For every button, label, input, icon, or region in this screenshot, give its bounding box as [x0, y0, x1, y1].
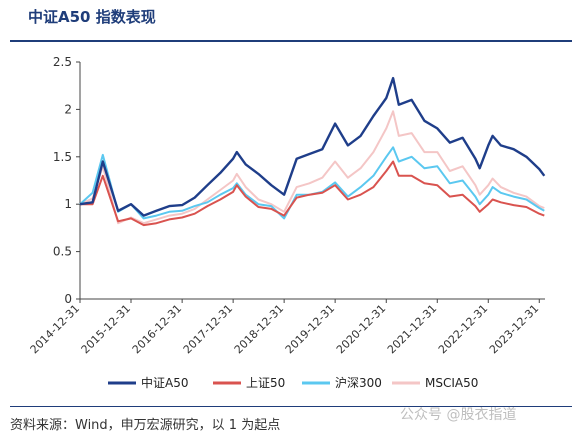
y-tick-label: 1	[64, 197, 72, 211]
y-tick-label: 2	[64, 102, 72, 116]
y-tick-label: 0.5	[53, 245, 72, 259]
series-line-0	[79, 76, 546, 217]
y-tick-label: 1.5	[53, 150, 72, 164]
x-tick-label: 2021-12-31	[385, 302, 439, 356]
x-tick-label: 2020-12-31	[334, 302, 388, 356]
y-tick-label: 2.5	[53, 55, 72, 69]
title-divider	[10, 40, 572, 42]
x-tick-label: 2022-12-31	[436, 302, 490, 356]
source-note: 资料来源：Wind，申万宏源研究，以 1 为起点	[10, 418, 281, 433]
series-line-1	[80, 160, 545, 227]
series-line-2	[79, 146, 545, 220]
legend-label: 上证50	[246, 376, 285, 390]
series-line-3	[79, 110, 545, 225]
chart-legend: 中证A50 上证50 沪深300 MSCIA50	[108, 375, 478, 390]
legend-label: MSCIA50	[425, 376, 478, 390]
x-tick-label: 2023-12-31	[487, 302, 541, 356]
x-tick-label: 2019-12-31	[283, 302, 337, 356]
x-tick-label: 2018-12-31	[232, 302, 286, 356]
chart-title: 中证A50 指数表现	[28, 8, 156, 26]
legend-label: 中证A50	[141, 375, 188, 390]
watermark: 公众号 @股衣指道	[400, 407, 517, 423]
x-tick-label: 2016-12-31	[130, 302, 184, 356]
x-tick-label: 2014-12-31	[28, 302, 82, 356]
y-tick-label: 0	[64, 292, 72, 306]
x-tick-label: 2015-12-31	[79, 302, 133, 356]
chart-series	[79, 76, 546, 227]
source-divider	[10, 406, 572, 407]
x-tick-label: 2017-12-31	[181, 302, 235, 356]
legend-label: 沪深300	[335, 376, 382, 390]
line-chart: 0 0.5 1 1.5 2 2.5 2014-12-312015-12-312016-12-…	[28, 55, 546, 390]
